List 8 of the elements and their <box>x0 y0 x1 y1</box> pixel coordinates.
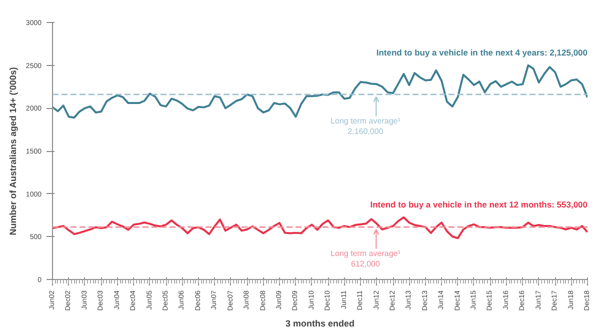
text: Intend to buy a vehicle in the next 4 years: 2,125,000 <box>376 47 588 58</box>
ref-line-label: Long term average¹ 2,160,000 <box>330 116 401 136</box>
y-axis-title: Number of Australians aged 14+ ('000s) <box>8 67 18 236</box>
line-series <box>52 64 588 119</box>
series-label: Intend to buy a vehicle in the next 12 months: 553,000 <box>370 199 588 210</box>
x-axis-title: 3 months ended <box>285 318 355 329</box>
line-series <box>52 216 588 240</box>
ref-line-label: Long term average¹ 612,000 <box>330 248 401 269</box>
